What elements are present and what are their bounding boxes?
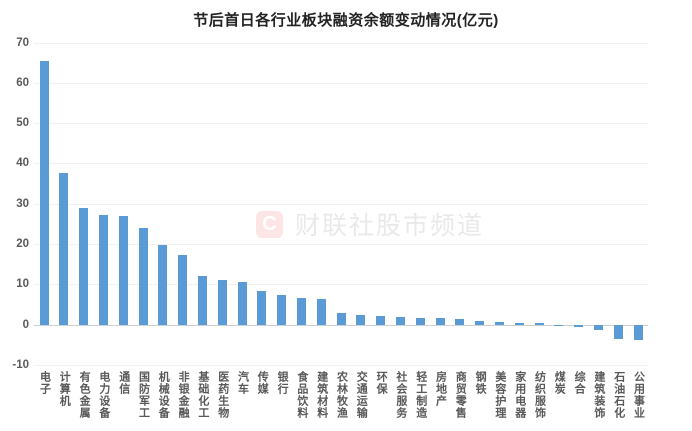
bar [613,324,623,340]
x-tick-label: 建筑装饰 [592,371,605,419]
bar [494,322,504,325]
x-tick-label: 家用电器 [513,371,526,419]
gridline [34,123,648,125]
bar [554,324,564,327]
y-tick-label: 40 [16,157,29,170]
bar [376,315,386,325]
y-tick-label: 60 [16,76,29,89]
x-tick-label: 计算机 [58,371,71,407]
bar [118,216,128,325]
bar [59,173,69,325]
bar [593,324,603,331]
x-tick-label: 钢铁 [474,371,487,395]
x-tick-label: 综合 [573,371,586,395]
gridline [34,203,648,205]
y-tick-label: 30 [16,197,29,210]
x-tick-label: 公用事业 [632,371,645,419]
gridline [34,82,648,84]
bar [237,282,247,325]
x-tick-label: 食品饮料 [295,371,308,419]
x-tick-label: 机械设备 [157,371,170,419]
bar [138,227,148,325]
bar [39,60,49,325]
bar [316,298,326,325]
x-tick-label: 医药生物 [216,371,229,419]
gridline [34,365,648,366]
gridline [34,244,648,246]
y-tick-label: 50 [16,117,29,130]
x-tick-label: 石油石化 [612,371,625,419]
gridline [34,42,648,44]
gridline [34,163,648,165]
bar [415,317,425,325]
bar [79,207,89,325]
bar [336,313,346,325]
bar [356,315,366,325]
bar [277,294,287,325]
watermark-text: 财联社股市频道 [295,212,485,240]
watermark: C 财联社股市频道 [256,206,484,242]
x-tick-label: 国防军工 [137,371,150,419]
bar [178,255,188,325]
bar [395,317,405,325]
bar [257,291,267,325]
x-tick-label: 电子 [38,371,51,395]
bar [534,323,544,325]
bar [435,317,445,325]
bar [455,318,465,325]
bar [158,244,168,325]
y-tick-label: -10 [12,359,29,371]
x-tick-label: 银行 [276,371,289,395]
x-tick-label: 汽车 [236,371,249,395]
x-tick-label: 电力设备 [97,371,110,419]
bar [574,324,584,328]
x-tick-label: 环保 [375,371,388,395]
bar [514,322,524,325]
y-tick-label: 70 [16,36,29,49]
cailianshe-logo-icon: C [256,210,283,238]
x-axis-line [34,324,648,326]
chart-title: 节后首日各行业板块融资余额变动情况(亿元) [193,12,499,29]
x-tick-label: 非银金融 [177,371,190,419]
y-tick-label: 20 [16,238,29,251]
x-tick-label: 交通运输 [355,371,368,419]
bar [475,321,485,325]
x-tick-label: 轻工制造 [414,371,427,419]
x-tick-label: 基础化工 [196,371,209,419]
bar [296,298,306,325]
x-tick-label: 传媒 [256,371,269,395]
x-tick-label: 房地产 [434,371,447,407]
bar [217,279,227,325]
y-tick-label: 10 [16,278,29,291]
x-tick-label: 通信 [117,371,130,395]
y-tick-label: 0 [22,318,29,331]
x-tick-label: 农林牧渔 [335,371,348,419]
x-tick-label: 煤炭 [553,371,566,395]
bar [98,215,108,325]
bar [197,275,207,325]
x-tick-label: 社会服务 [394,371,407,419]
x-tick-label: 有色金属 [78,371,91,419]
x-tick-label: 商贸零售 [454,371,467,419]
x-tick-label: 纺织服饰 [533,371,546,419]
x-tick-label: 美容护理 [493,371,506,419]
bar [633,324,643,341]
gridline [34,284,648,286]
x-tick-label: 建筑材料 [315,371,328,419]
